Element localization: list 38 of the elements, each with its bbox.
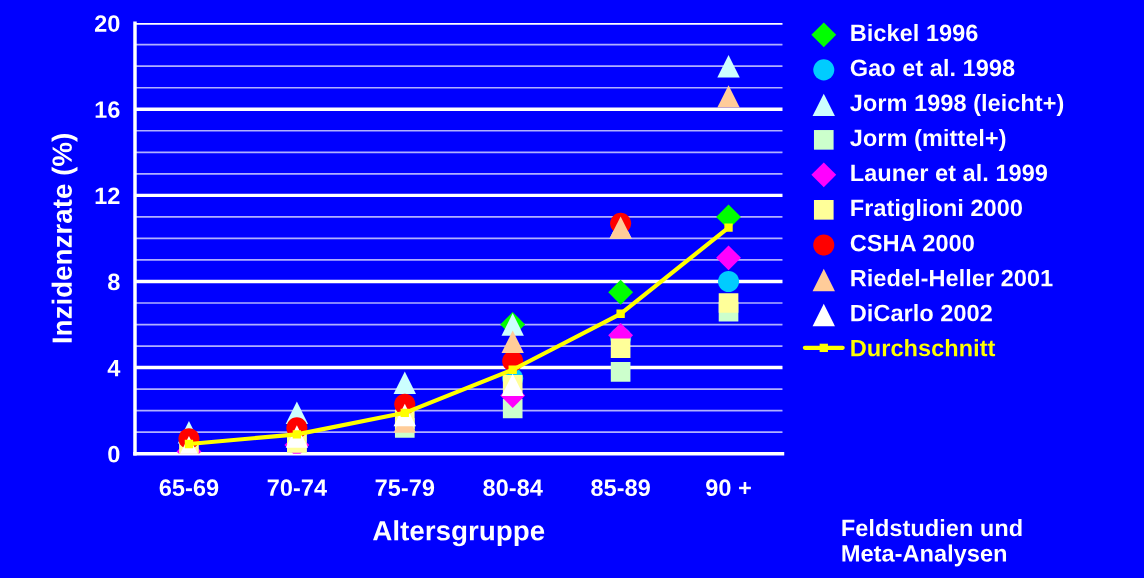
x-tick-label: 80-84 bbox=[483, 479, 543, 497]
legend-label: Jorm (mittel+) bbox=[850, 128, 1006, 151]
y-tick-label: 12 bbox=[95, 187, 120, 204]
x-tick-label: 85-89 bbox=[591, 479, 650, 497]
x-axis-title: Altersgruppe bbox=[373, 520, 545, 547]
legend-label: Bickel 1996 bbox=[851, 23, 978, 42]
legend-label: Jorm 1998 (leicht+) bbox=[850, 93, 1064, 116]
point bbox=[610, 338, 631, 359]
point bbox=[616, 309, 625, 318]
y-tick-label: 20 bbox=[94, 15, 120, 32]
legend-label: Launer et al. 1999 bbox=[851, 163, 1048, 182]
legend-label: CSHA 2000 bbox=[850, 234, 974, 252]
point bbox=[717, 54, 740, 78]
point bbox=[501, 330, 524, 353]
point bbox=[718, 270, 740, 293]
y-tick-label: 0 bbox=[108, 445, 120, 463]
y-tick-label: 4 bbox=[107, 359, 121, 377]
point bbox=[718, 293, 739, 313]
point bbox=[724, 223, 733, 232]
legend-label: Durchschnitt bbox=[851, 339, 996, 357]
point bbox=[508, 365, 517, 374]
point bbox=[716, 245, 741, 271]
y-tick-label: 16 bbox=[95, 101, 120, 119]
legend-label: Fratiglioni 2000 bbox=[851, 198, 1022, 222]
y-axis-title: Inzidenzrate (%) bbox=[51, 134, 78, 343]
point bbox=[717, 85, 740, 108]
x-tick-label: 70-74 bbox=[267, 479, 327, 497]
legend-label: Riedel-Heller 2001 bbox=[851, 269, 1053, 287]
point bbox=[608, 279, 634, 305]
legend-label: DiCarlo 2002 bbox=[851, 304, 992, 322]
y-tick-label: 8 bbox=[108, 273, 120, 291]
point bbox=[610, 362, 631, 382]
x-tick-label: 90 + bbox=[706, 479, 751, 497]
text: Feldstudien und Meta-Analysen bbox=[842, 519, 1022, 567]
legend-label: Gao et al. 1998 bbox=[850, 58, 1015, 77]
x-tick-label: 75-79 bbox=[375, 479, 435, 497]
x-tick-label: 65-69 bbox=[159, 479, 219, 497]
point bbox=[393, 371, 416, 394]
